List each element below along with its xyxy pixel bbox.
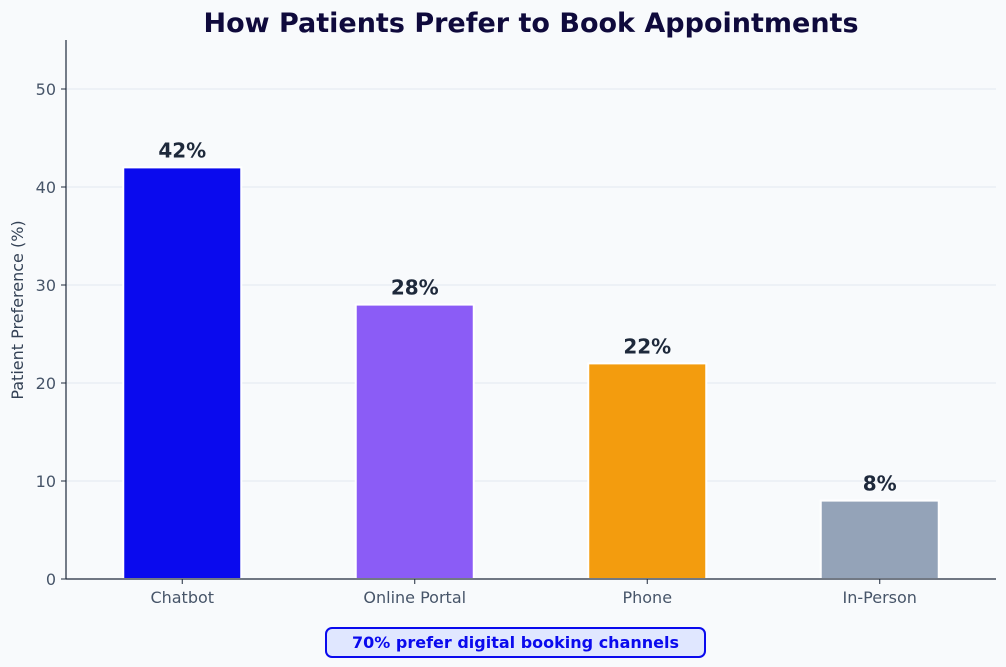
data-label: 28% [391, 276, 439, 300]
bar [122, 166, 243, 580]
data-labels: 42% 28% 22% 8% [158, 138, 896, 495]
y-tick-label: 40 [36, 178, 56, 197]
bar [819, 499, 940, 581]
data-label: 42% [158, 138, 206, 162]
y-tick-label: 20 [36, 374, 56, 393]
y-axis-label: Patient Preference (%) [8, 220, 27, 399]
tick-labels: 0 10 20 30 40 50 Chatbot Online Portal Phone In-P… [36, 80, 917, 607]
bar [354, 303, 475, 580]
annotation-callout: 70% prefer digital booking channels [325, 627, 706, 658]
data-label: 8% [863, 472, 897, 496]
y-tick-label: 0 [46, 570, 56, 589]
bar [587, 362, 708, 580]
y-tick-label: 30 [36, 276, 56, 295]
y-tick-label: 10 [36, 472, 56, 491]
chart-title: How Patients Prefer to Book Appointments [203, 8, 858, 39]
x-tick-label: Chatbot [150, 588, 214, 607]
x-tick-label: Phone [622, 588, 672, 607]
y-tick-label: 50 [36, 80, 56, 99]
annotation-text: 70% prefer digital booking channels [352, 633, 679, 652]
data-label: 22% [623, 334, 671, 358]
axes [65, 40, 996, 580]
x-tick-label: In-Person [843, 588, 917, 607]
bars [122, 166, 940, 581]
x-tick-label: Online Portal [363, 588, 466, 607]
